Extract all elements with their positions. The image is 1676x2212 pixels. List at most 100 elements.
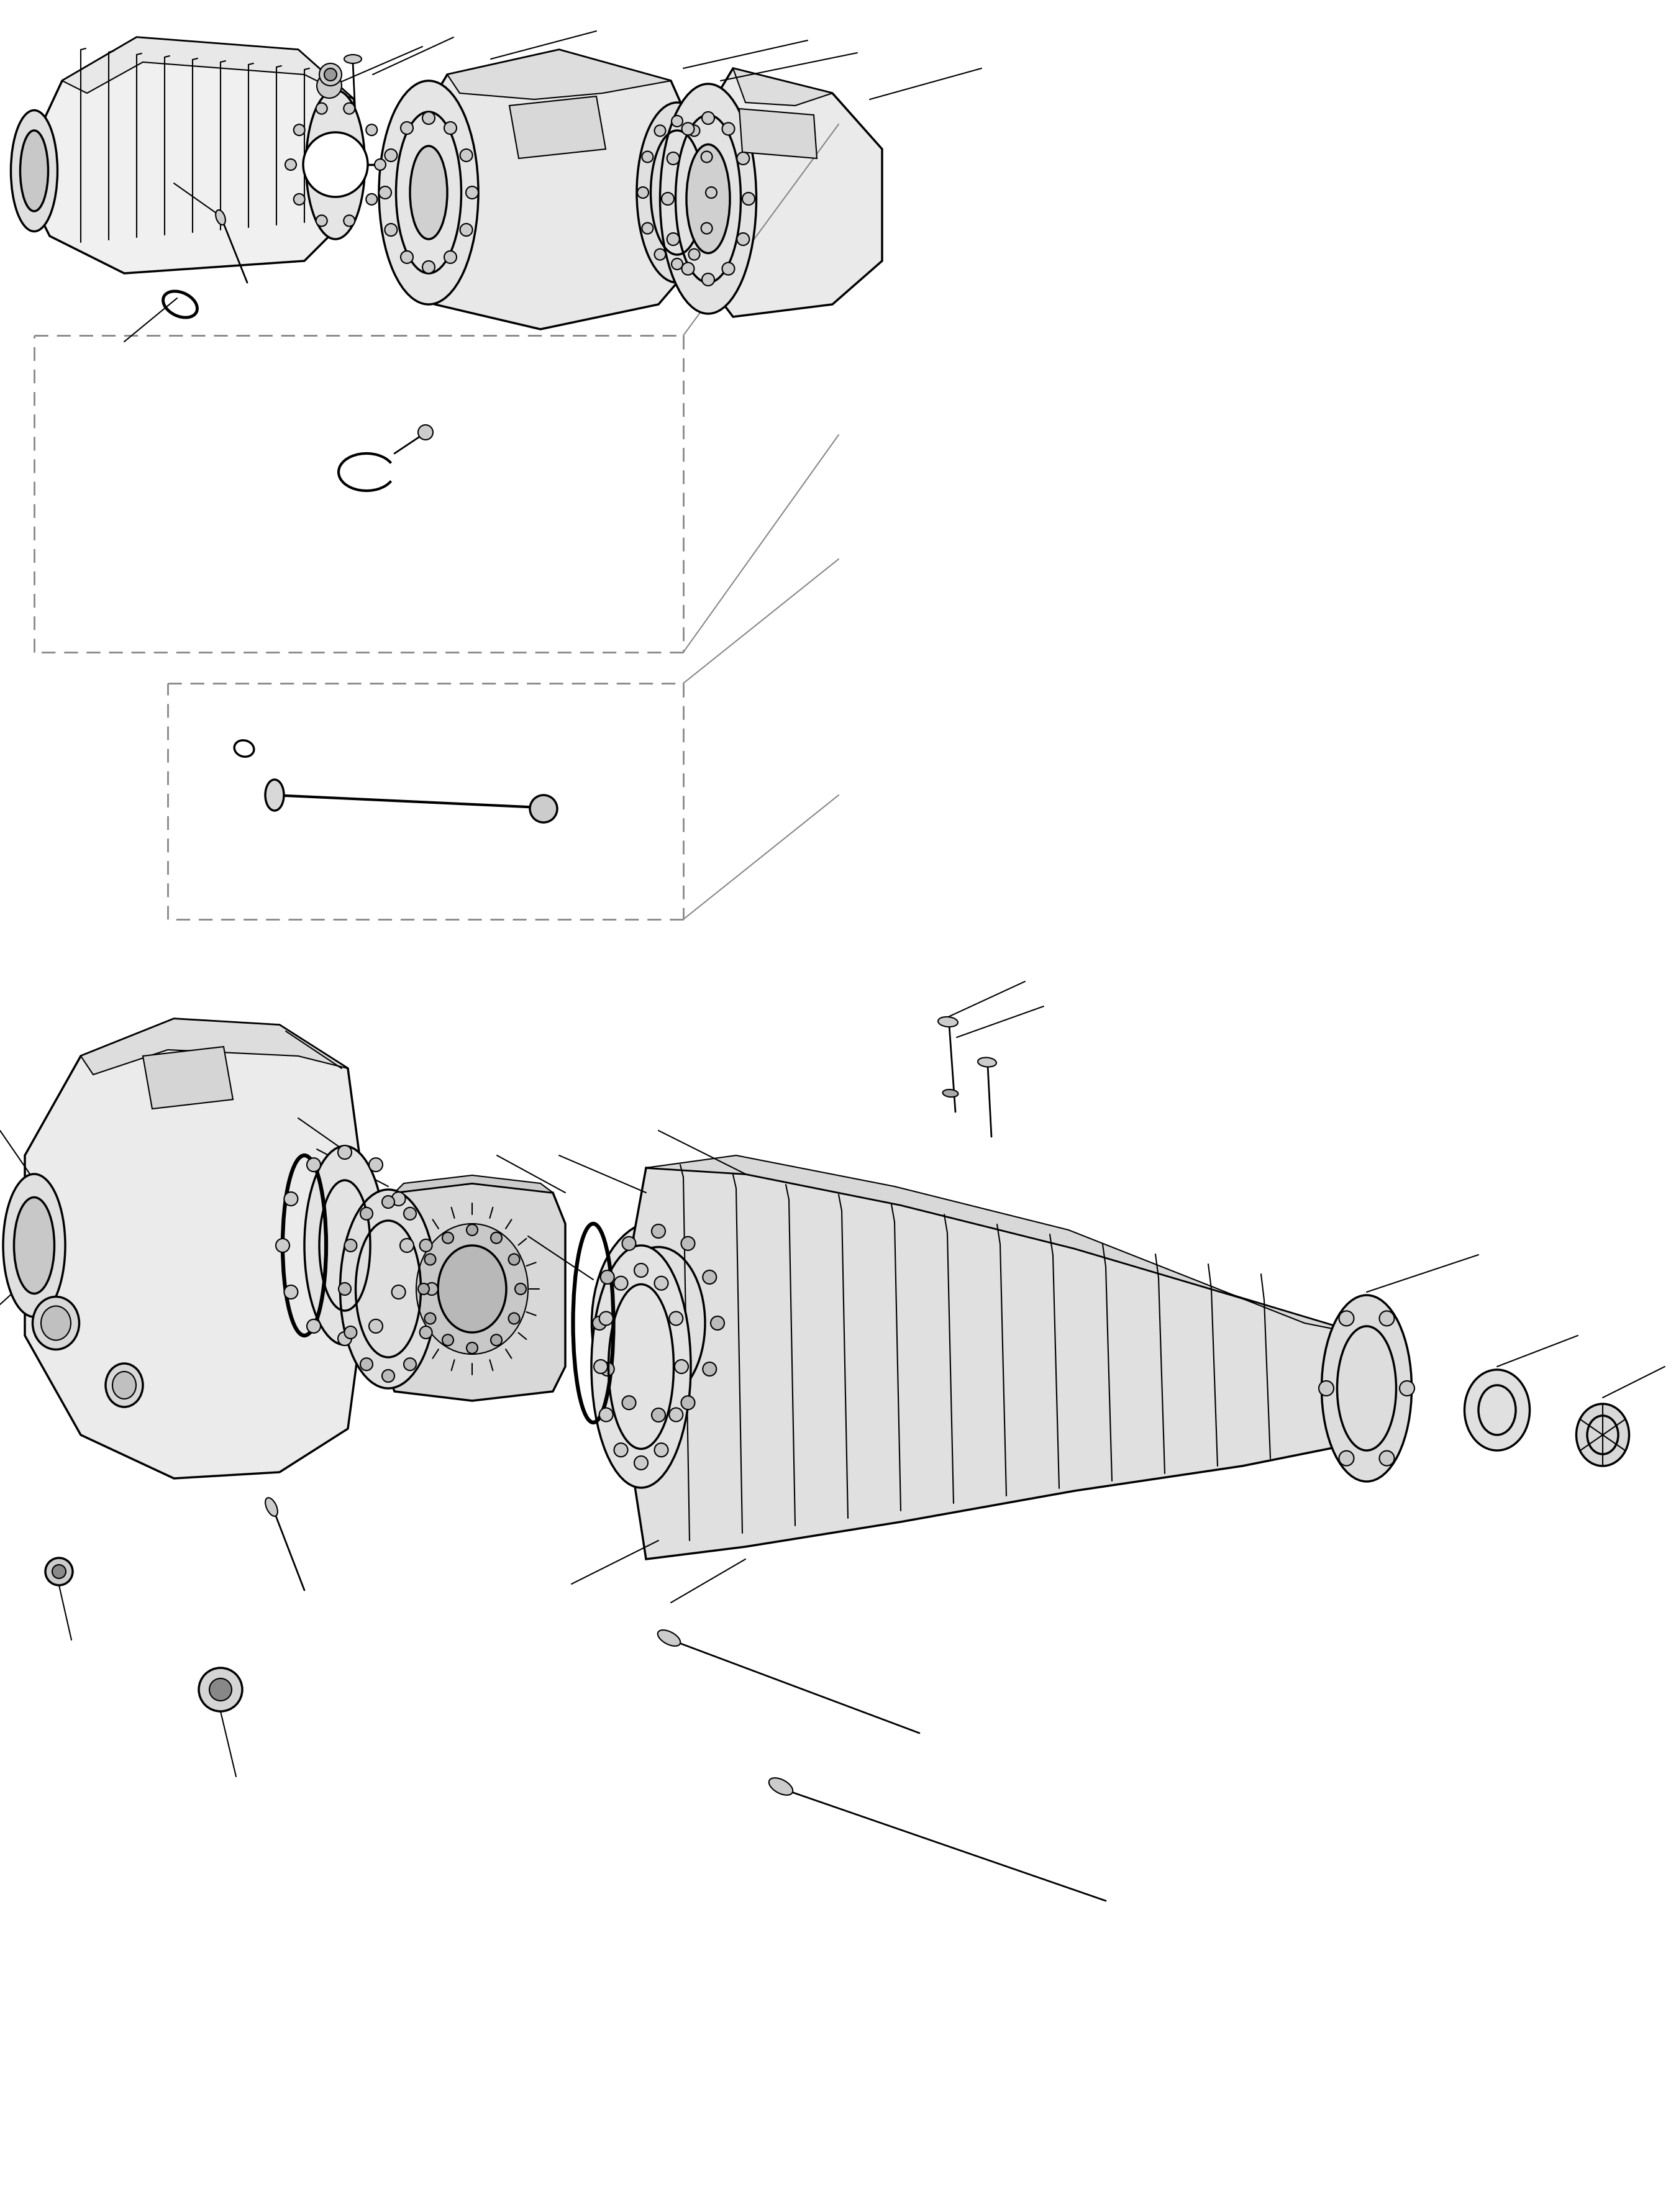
Polygon shape (739, 108, 816, 159)
Ellipse shape (112, 1371, 136, 1398)
Ellipse shape (660, 84, 756, 314)
Ellipse shape (265, 1498, 278, 1515)
Circle shape (737, 153, 749, 164)
Circle shape (1339, 1312, 1354, 1325)
Circle shape (339, 1146, 352, 1159)
Circle shape (392, 1192, 406, 1206)
Polygon shape (394, 1175, 553, 1192)
Polygon shape (411, 49, 696, 330)
Circle shape (613, 1442, 628, 1458)
Polygon shape (645, 1155, 1366, 1336)
Circle shape (662, 192, 674, 206)
Circle shape (360, 1208, 372, 1219)
Circle shape (401, 122, 412, 135)
Circle shape (344, 104, 355, 115)
Circle shape (285, 1192, 298, 1206)
Polygon shape (385, 1183, 565, 1400)
Circle shape (417, 1283, 429, 1294)
Circle shape (320, 64, 342, 86)
Circle shape (382, 1197, 394, 1208)
Ellipse shape (305, 1146, 385, 1345)
Circle shape (385, 148, 397, 161)
Circle shape (344, 1239, 357, 1252)
Ellipse shape (216, 210, 225, 226)
Circle shape (401, 250, 412, 263)
Ellipse shape (265, 779, 283, 810)
Circle shape (600, 1407, 613, 1422)
Ellipse shape (106, 1363, 142, 1407)
Circle shape (323, 69, 337, 82)
Polygon shape (634, 1168, 1366, 1559)
Circle shape (419, 1239, 432, 1252)
Circle shape (369, 1157, 382, 1172)
Circle shape (374, 159, 385, 170)
Circle shape (417, 425, 432, 440)
Circle shape (426, 1283, 437, 1296)
Ellipse shape (13, 1197, 54, 1294)
Circle shape (317, 215, 327, 226)
Circle shape (277, 1239, 290, 1252)
Circle shape (293, 124, 305, 135)
Circle shape (689, 248, 701, 261)
Circle shape (199, 1668, 243, 1712)
Circle shape (491, 1232, 501, 1243)
Ellipse shape (942, 1091, 959, 1097)
Circle shape (442, 1232, 454, 1243)
Circle shape (634, 1455, 649, 1469)
Circle shape (654, 248, 665, 261)
Circle shape (422, 261, 434, 274)
Circle shape (613, 1276, 628, 1290)
Circle shape (293, 195, 305, 206)
Circle shape (652, 1223, 665, 1239)
Ellipse shape (344, 55, 362, 64)
Circle shape (45, 1557, 72, 1586)
Circle shape (444, 122, 456, 135)
Circle shape (422, 113, 434, 124)
Circle shape (600, 1312, 613, 1325)
Circle shape (344, 215, 355, 226)
Circle shape (466, 1223, 478, 1237)
Ellipse shape (3, 1175, 65, 1316)
Circle shape (382, 1369, 394, 1382)
Circle shape (461, 223, 473, 237)
Circle shape (365, 195, 377, 206)
Ellipse shape (10, 111, 57, 232)
Circle shape (461, 148, 473, 161)
Ellipse shape (592, 1221, 726, 1425)
Circle shape (672, 259, 682, 270)
Circle shape (637, 188, 649, 199)
Polygon shape (732, 69, 833, 106)
Circle shape (307, 1157, 320, 1172)
Ellipse shape (379, 82, 478, 305)
Circle shape (600, 1363, 613, 1376)
Ellipse shape (637, 102, 717, 283)
Circle shape (642, 150, 654, 161)
Circle shape (404, 1358, 416, 1371)
Circle shape (339, 1332, 352, 1345)
Circle shape (742, 192, 754, 206)
Polygon shape (142, 1046, 233, 1108)
Circle shape (515, 1283, 526, 1294)
Circle shape (317, 104, 327, 115)
Circle shape (652, 1409, 665, 1422)
Circle shape (404, 1208, 416, 1219)
Circle shape (339, 1283, 350, 1296)
Circle shape (385, 223, 397, 237)
Circle shape (401, 1239, 414, 1252)
Circle shape (642, 223, 654, 234)
Circle shape (593, 1316, 607, 1329)
Circle shape (722, 263, 734, 274)
Circle shape (444, 250, 456, 263)
Circle shape (424, 1254, 436, 1265)
Circle shape (711, 1316, 724, 1329)
Circle shape (675, 1360, 689, 1374)
Circle shape (669, 1407, 682, 1422)
Circle shape (600, 1270, 613, 1283)
Circle shape (682, 263, 694, 274)
Circle shape (1379, 1451, 1394, 1467)
Ellipse shape (657, 1630, 680, 1646)
Ellipse shape (411, 146, 447, 239)
Circle shape (52, 1564, 65, 1579)
Circle shape (593, 1360, 607, 1374)
Circle shape (622, 1237, 635, 1250)
